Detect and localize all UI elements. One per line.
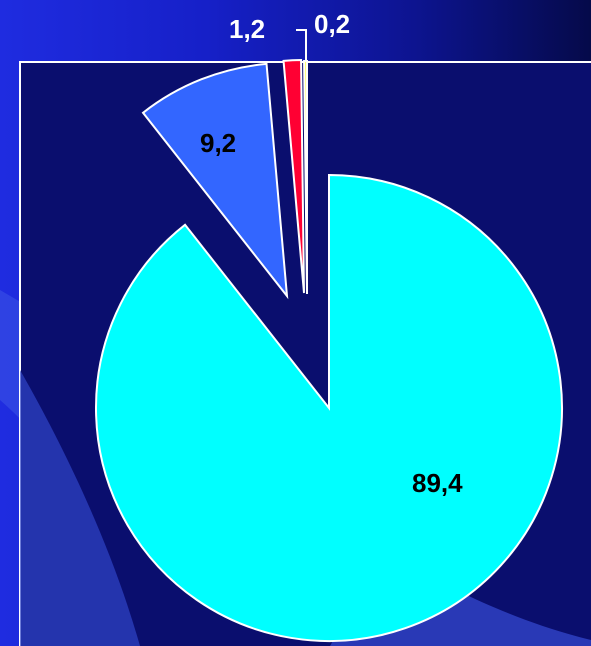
data-label-0-2: 0,2 — [314, 9, 350, 39]
plot-swoosh-shape — [20, 370, 140, 646]
pie-slice-89-4 — [95, 173, 563, 642]
pie-slice-0-2 — [303, 59, 308, 295]
pie-slice-1-2 — [282, 59, 305, 294]
data-label-1-2: 1,2 — [229, 14, 265, 44]
data-label-9-2: 9,2 — [200, 128, 236, 158]
leader-line-1-2 — [296, 29, 307, 60]
data-label-89-4: 89,4 — [412, 468, 463, 498]
pie-slice-9-2 — [141, 62, 289, 300]
